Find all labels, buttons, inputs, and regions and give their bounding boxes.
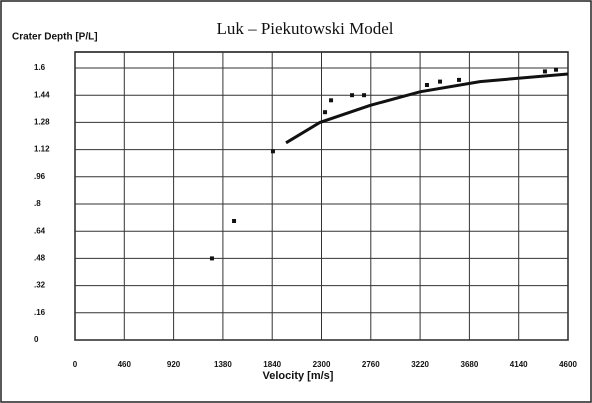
x-tick-label: 3220 [411, 360, 429, 369]
data-point [350, 93, 355, 98]
y-tick-label: 0 [34, 335, 39, 344]
y-tick-label: 1.12 [34, 145, 50, 154]
y-axis-label: Crater Depth [P/L] [12, 32, 98, 43]
fit-line [285, 72, 569, 145]
data-point [424, 83, 429, 87]
x-tick-label: 0 [73, 360, 78, 369]
x-tick-label: 460 [118, 360, 132, 369]
y-tick-label: .64 [34, 226, 46, 235]
data-point [270, 149, 275, 154]
x-tick-label: 1380 [214, 360, 232, 369]
x-tick-label: 2300 [313, 360, 331, 369]
data-point [438, 79, 443, 84]
x-axis-label: Velocity [m/s] [263, 370, 334, 382]
data-point [542, 69, 547, 74]
data-point [457, 77, 462, 82]
y-tick-label: .32 [34, 281, 46, 290]
x-tick-label: 920 [167, 360, 181, 369]
x-tick-label: 1840 [263, 360, 281, 369]
data-point [553, 67, 558, 72]
y-tick-label: 1.28 [34, 118, 50, 127]
x-tick-label: 4600 [559, 360, 577, 369]
x-tick-label: 3680 [461, 360, 479, 369]
chart-title: Luk – Piekutowski Model [216, 19, 393, 38]
data-point [362, 93, 367, 98]
data-point [232, 219, 237, 223]
y-tick-label: 1.6 [34, 63, 46, 72]
y-tick-label: .48 [34, 254, 46, 263]
y-tick-label: .96 [34, 172, 46, 181]
data-point [329, 98, 334, 103]
y-tick-label: 1.44 [34, 90, 50, 99]
y-tick-label: .8 [34, 199, 41, 208]
x-tick-label: 4140 [510, 360, 528, 369]
x-tick-label: 2760 [362, 360, 380, 369]
y-tick-label: .16 [34, 308, 46, 317]
data-point [323, 110, 328, 115]
data-point [209, 256, 214, 261]
